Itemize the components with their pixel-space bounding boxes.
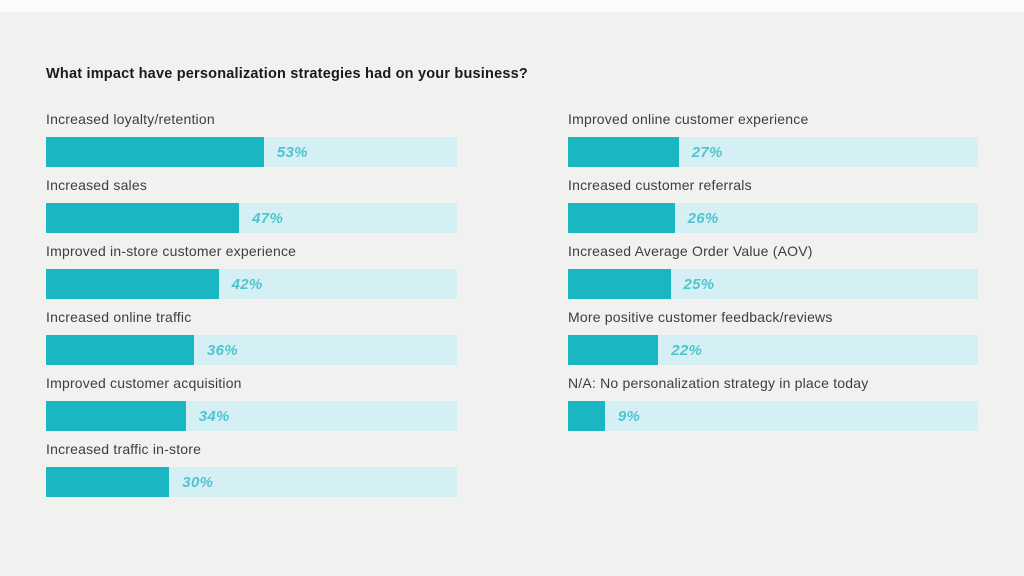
bar-value-label: 30%: [182, 473, 214, 491]
bar-row: Increased traffic in-store 30%: [46, 439, 457, 497]
bar-label: More positive customer feedback/reviews: [568, 309, 833, 325]
bar-row: Improved online customer experience 27%: [568, 109, 978, 167]
bar-track: 26%: [568, 203, 978, 233]
bar-row: N/A: No personalization strategy in plac…: [568, 373, 978, 431]
bar-row: More positive customer feedback/reviews …: [568, 307, 978, 365]
bar-fill: [568, 203, 675, 233]
bar-track: 27%: [568, 137, 978, 167]
bar-label: Increased sales: [46, 177, 148, 193]
bar-value-label: 34%: [198, 407, 230, 425]
bar-track: 34%: [46, 401, 457, 431]
bar-row: Increased loyalty/retention 53%: [46, 109, 457, 167]
bar-value-label: 27%: [691, 143, 723, 161]
bar-value-label: 26%: [687, 209, 719, 227]
bar-fill: [568, 269, 671, 299]
bar-columns: Increased loyalty/retention 53% Increase…: [46, 109, 978, 505]
chart-title: What impact have personalization strateg…: [46, 66, 528, 82]
bar-label: Increased Average Order Value (AOV): [568, 243, 813, 259]
bar-label: Increased customer referrals: [568, 177, 752, 193]
bar-track: 47%: [46, 203, 457, 233]
bar-value-label: 9%: [617, 407, 641, 425]
bar-row: Increased customer referrals 26%: [568, 175, 978, 233]
bar-label: Increased loyalty/retention: [46, 111, 215, 127]
chart-canvas: What impact have personalization strateg…: [46, 64, 978, 505]
bar-label: Improved customer acquisition: [46, 375, 242, 391]
bar-column-right: Improved online customer experience 27% …: [568, 109, 978, 439]
bar-fill: [46, 467, 170, 497]
bar-value-label: 42%: [231, 275, 263, 293]
bar-label: N/A: No personalization strategy in plac…: [568, 375, 869, 391]
bar-track: 42%: [46, 269, 457, 299]
bar-fill: [568, 401, 605, 431]
bar-value-label: 22%: [671, 341, 703, 359]
bar-fill: [46, 335, 194, 365]
bar-fill: [46, 137, 264, 167]
bar-row: Improved customer acquisition 34%: [46, 373, 457, 431]
bar-track: 9%: [568, 401, 978, 431]
bar-label: Improved online customer experience: [568, 111, 809, 127]
bar-value-label: 25%: [683, 275, 715, 293]
bar-track: 30%: [46, 467, 457, 497]
bar-fill: [46, 401, 186, 431]
bar-track: 53%: [46, 137, 457, 167]
bar-track: 36%: [46, 335, 457, 365]
bar-row: Improved in-store customer experience 42…: [46, 241, 457, 299]
bar-track: 22%: [568, 335, 978, 365]
bar-column-left: Increased loyalty/retention 53% Increase…: [46, 109, 457, 505]
bar-row: Increased Average Order Value (AOV) 25%: [568, 241, 978, 299]
bar-label: Increased online traffic: [46, 309, 192, 325]
bar-label: Improved in-store customer experience: [46, 243, 297, 259]
bar-track: 25%: [568, 269, 978, 299]
bar-fill: [46, 203, 240, 233]
bar-fill: [568, 137, 679, 167]
top-white-strip: [0, 0, 1024, 12]
bar-label: Increased traffic in-store: [46, 441, 202, 457]
bar-value-label: 53%: [276, 143, 308, 161]
bar-fill: [568, 335, 659, 365]
bar-value-label: 36%: [206, 341, 238, 359]
bar-row: Increased sales 47%: [46, 175, 457, 233]
bar-row: Increased online traffic 36%: [46, 307, 457, 365]
bar-value-label: 47%: [252, 209, 284, 227]
bar-fill: [46, 269, 219, 299]
